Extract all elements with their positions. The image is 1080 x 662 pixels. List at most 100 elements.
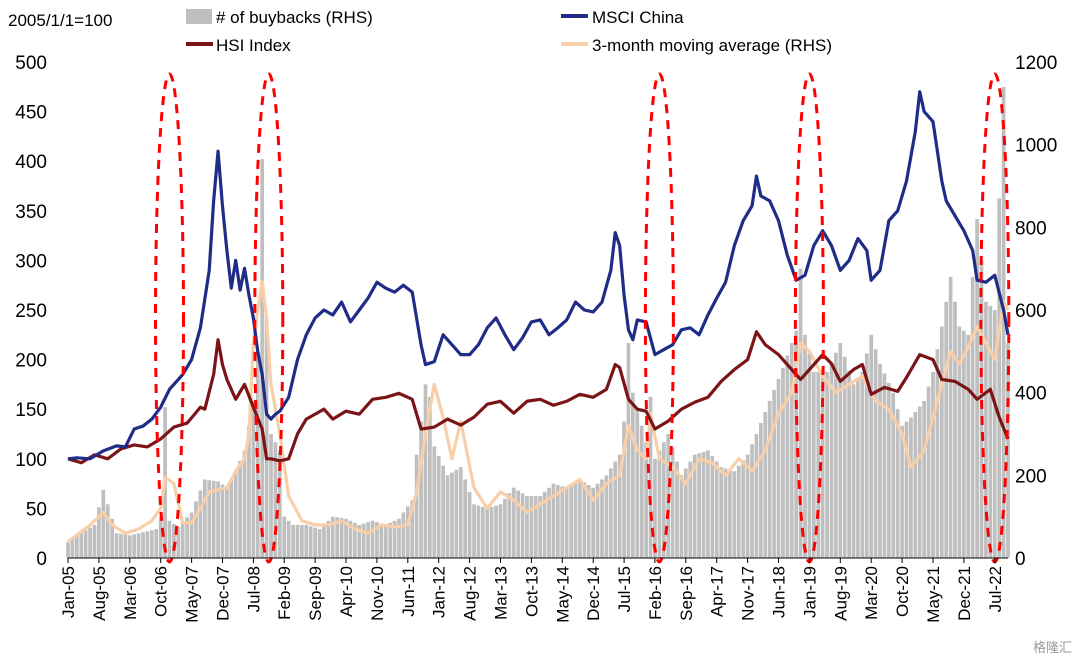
buyback-bar <box>476 505 481 558</box>
buyback-bar <box>383 524 388 558</box>
y-right-tick-label: 1000 <box>1015 136 1057 157</box>
left-axis-caption: 2005/1/1=100 <box>8 11 112 30</box>
x-tick-label: Apr-10 <box>337 566 356 617</box>
buyback-bar <box>158 516 163 558</box>
buyback-bar <box>419 421 423 558</box>
buyback-bar <box>405 506 410 558</box>
buyback-bar <box>127 535 132 558</box>
buyback-bar <box>229 479 234 558</box>
buyback-bar <box>458 467 463 558</box>
buyback-bar <box>242 450 247 558</box>
buyback-bar <box>485 508 490 558</box>
buyback-bar <box>864 353 869 558</box>
buyback-bar <box>895 409 900 558</box>
legend-item-msci: MSCI China <box>561 8 684 27</box>
buyback-bar <box>772 389 776 558</box>
buyback-bar <box>88 527 92 558</box>
buyback-bar <box>776 378 781 558</box>
buyback-bar <box>211 480 216 558</box>
buyback-bar <box>657 450 662 558</box>
buyback-bar <box>639 425 644 558</box>
buyback-bar <box>957 326 962 558</box>
buyback-bar <box>913 411 918 558</box>
buyback-bar <box>736 465 741 558</box>
buyback-bar <box>247 425 251 558</box>
y-left-tick-label: 350 <box>15 202 47 223</box>
buyback-bar <box>176 527 181 558</box>
buyback-bar <box>66 542 70 558</box>
y-left-tick-label: 300 <box>15 251 47 272</box>
x-tick-label: Aug-19 <box>831 566 850 621</box>
buyback-bar <box>533 496 538 558</box>
y-left-tick-label: 200 <box>15 351 47 372</box>
buyback-bar <box>781 367 785 558</box>
x-tick-label: Jul-15 <box>615 566 634 612</box>
y-right-tick-label: 400 <box>1015 384 1047 405</box>
buyback-bar <box>882 373 887 558</box>
buyback-bar <box>375 522 379 558</box>
y-left-tick-label: 100 <box>15 450 47 471</box>
buyback-bar <box>353 522 357 558</box>
y-left-tick-label: 250 <box>15 301 47 322</box>
watermark-logo: 格隆汇 <box>1032 641 1072 656</box>
buyback-bar <box>344 518 348 558</box>
buyback-bar <box>216 481 220 558</box>
buyback-bar <box>282 516 287 558</box>
buyback-bar <box>410 500 415 558</box>
buyback-bar <box>251 400 256 558</box>
buyback-bar <box>326 520 331 558</box>
y-right-tick-label: 1200 <box>1015 53 1057 74</box>
buyback-bar <box>145 531 150 558</box>
buyback-bar <box>679 475 684 558</box>
buyback-bar <box>613 461 618 558</box>
buyback-bar <box>750 444 754 558</box>
buyback-bar <box>962 330 966 558</box>
buyback-bar <box>873 349 878 558</box>
buyback-bar <box>225 487 229 558</box>
buyback-bar <box>573 482 578 558</box>
buyback-bar <box>608 468 613 558</box>
x-tick-label: Jun-11 <box>399 566 418 617</box>
buyback-bar <box>825 372 829 558</box>
buyback-bar <box>860 372 865 558</box>
buyback-bar <box>494 505 498 558</box>
buyback-bar <box>767 400 772 558</box>
buyback-bar <box>313 527 317 558</box>
buyback-bar <box>661 442 666 558</box>
buyback-bar <box>878 363 882 558</box>
buyback-bar <box>944 301 949 558</box>
buyback-bar <box>110 518 114 558</box>
buyback-bar <box>688 461 693 558</box>
buyback-bar <box>970 276 975 558</box>
y-right-tick-label: 800 <box>1015 218 1047 239</box>
x-tick-label: Feb-16 <box>646 566 665 620</box>
buyback-bar <box>992 310 997 558</box>
buyback-bar <box>891 392 896 558</box>
buyback-bar <box>472 504 476 558</box>
buyback-bar <box>322 524 326 558</box>
buyback-bar <box>260 159 265 558</box>
buyback-bar <box>635 409 640 558</box>
buyback-bar <box>366 522 370 558</box>
buyback-bar <box>1001 86 1006 559</box>
x-tick-label: May-07 <box>183 566 202 623</box>
msci-line <box>67 90 1010 461</box>
buyback-bar <box>92 524 97 558</box>
buyback-bar <box>202 479 207 558</box>
buyback-bar <box>560 486 565 558</box>
buyback-bar <box>538 496 543 558</box>
buyback-bar <box>172 523 176 558</box>
x-tick-label: Mar-13 <box>492 566 511 620</box>
buyback-bar <box>803 334 807 558</box>
y-left-tick-label: 500 <box>15 53 47 74</box>
buyback-bar <box>189 512 194 558</box>
buyback-bar <box>489 507 494 558</box>
buyback-bar <box>948 276 953 558</box>
axes: 0 50 100 150 200 250 300 350 400 450 500 0 200 400 600… <box>15 53 1057 623</box>
buyback-bar <box>370 520 375 558</box>
buyback-bar <box>304 524 309 558</box>
buyback-bar <box>542 491 547 558</box>
buyback-bar <box>194 501 198 558</box>
buyback-bar <box>886 383 891 558</box>
x-tick-label: Jan-12 <box>430 566 449 618</box>
